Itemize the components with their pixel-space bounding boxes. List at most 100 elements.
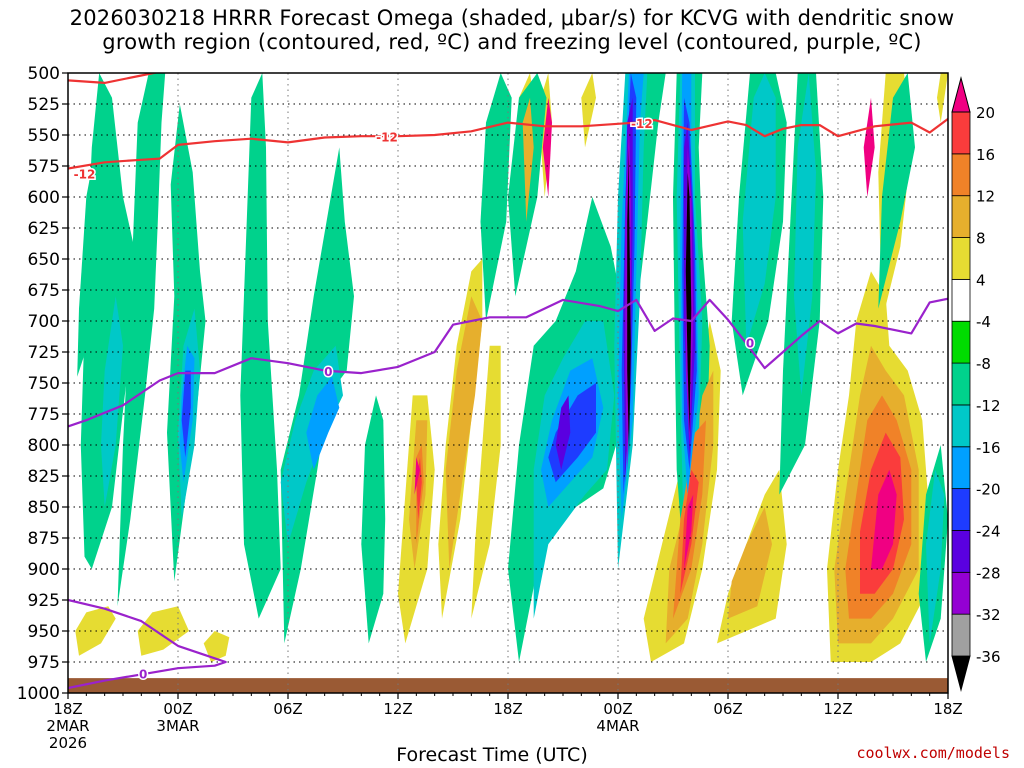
omega-region-30	[445, 296, 483, 569]
chart-title-line-2: growth region (contoured, red, ºC) and f…	[102, 30, 922, 54]
omega-region-36	[101, 296, 123, 507]
colorbar-label-12: -32	[976, 606, 1001, 624]
omega-region-28	[878, 73, 915, 309]
omega-region-43	[794, 73, 816, 396]
omega-region-65	[555, 395, 571, 470]
contour-line-0	[68, 73, 160, 84]
credit-text: coolwx.com/models	[856, 744, 1010, 762]
colorbar-top-arrow	[951, 76, 971, 113]
omega-region-16	[117, 73, 166, 607]
omega-region-13	[937, 73, 948, 123]
omega-shading	[75, 73, 948, 662]
omega-region-20	[361, 395, 386, 644]
omega-region-64	[414, 457, 420, 495]
colorbar-band-9	[951, 278, 971, 322]
y-tick-label-500: 500	[28, 64, 60, 84]
omega-region-5	[471, 345, 501, 619]
x-tick-label-7-0: 12Z	[823, 700, 852, 718]
x-tick-label-5-1: 4MAR	[596, 717, 639, 735]
colorbar-band-8	[951, 320, 971, 364]
colorbar-band-1	[951, 613, 971, 657]
colorbar-label-5: -4	[976, 313, 991, 331]
omega-colorbar: 20 16 12 8 4 -4 -8 -12 -16 -20 -24 -28 -32 -36	[951, 76, 1001, 692]
contour-layer: -12 -12 -12 0 0 0	[68, 73, 948, 690]
x-tick-label-0-1: 2MAR	[46, 717, 89, 735]
colorbar-band-10	[951, 237, 971, 280]
y-tick-label-575: 575	[28, 157, 60, 177]
colorbar-band-5	[951, 446, 971, 490]
y-tick-label-525: 525	[28, 95, 60, 115]
omega-region-18	[240, 73, 281, 619]
x-tick-label-1-1: 3MAR	[156, 717, 199, 735]
colorbar-label-1: 16	[976, 146, 995, 164]
colorbar-label-2: 12	[976, 188, 995, 206]
omega-region-42	[742, 73, 776, 346]
colorbar-band-13	[951, 111, 971, 155]
omega-region-1	[137, 606, 189, 656]
omega-region-35	[522, 97, 534, 222]
colorbar-label-3: 8	[976, 230, 986, 248]
y-tick-label-875: 875	[28, 529, 60, 549]
chart-title: 2026030218 HRRR Forecast Omega (shaded, …	[0, 6, 1024, 54]
grid-lines	[68, 73, 948, 693]
colorbar-band-4	[951, 488, 971, 531]
x-tick-label-0-0: 18Z	[53, 700, 82, 718]
y-tick-label-550: 550	[28, 126, 60, 146]
x-tick-label-4-0: 18Z	[493, 700, 522, 718]
omega-region-8	[581, 73, 596, 148]
colorbar-band-2	[951, 571, 971, 615]
colorbar-band-11	[951, 195, 971, 238]
x-tick-label-8-0: 18Z	[933, 700, 962, 718]
y-tick-label-800: 800	[28, 436, 60, 456]
y-tick-label-850: 850	[28, 498, 60, 518]
omega-region-71	[685, 172, 692, 433]
omega-region-61	[871, 469, 897, 569]
y-tick-label-975: 975	[28, 653, 60, 673]
colorbar-bottom-arrow	[951, 655, 971, 692]
contour-line-3	[68, 598, 227, 690]
pressure-axis: 500 525 550 575 600 625 650 675 700 725 750 775 800 8…	[17, 64, 68, 704]
omega-region-15	[80, 73, 136, 569]
y-tick-label-750: 750	[28, 374, 60, 394]
colorbar-band-12	[951, 153, 971, 197]
contour-label-0: -12	[74, 168, 96, 182]
contour-label-2: -12	[631, 117, 653, 131]
y-tick-label-675: 675	[28, 281, 60, 301]
y-tick-label-1000: 1000	[17, 684, 60, 704]
colorbar-band-7	[951, 362, 971, 406]
colorbar-label-13: -36	[976, 648, 1001, 666]
omega-region-53	[416, 457, 422, 520]
y-tick-label-700: 700	[28, 312, 60, 332]
omega-region-60	[684, 494, 694, 569]
y-tick-label-625: 625	[28, 219, 60, 239]
y-tick-label-600: 600	[28, 188, 60, 208]
omega-region-70	[627, 147, 631, 458]
x-tick-label-3-0: 12Z	[383, 700, 412, 718]
contour-line-2	[68, 297, 948, 428]
colorbar-label-0: 20	[976, 104, 995, 122]
colorbar-label-4: 4	[976, 271, 986, 289]
y-tick-label-725: 725	[28, 343, 60, 363]
omega-region-33	[728, 507, 772, 619]
omega-region-2	[203, 631, 230, 662]
colorbar-band-6	[951, 404, 971, 448]
y-tick-label-650: 650	[28, 250, 60, 270]
colorbar-label-10: -24	[976, 522, 1001, 540]
contour-label-5: 0	[139, 667, 147, 681]
x-tick-label-2-0: 06Z	[273, 700, 302, 718]
x-axis-label-text: Forecast Time (UTC)	[396, 744, 588, 766]
omega-region-56	[181, 370, 191, 458]
x-tick-label-1-0: 00Z	[163, 700, 192, 718]
chart-title-line-1: 2026030218 HRRR Forecast Omega (shaded, …	[69, 6, 955, 30]
y-tick-label-925: 925	[28, 591, 60, 611]
omega-region-63	[863, 97, 875, 197]
contour-line-1	[68, 118, 948, 170]
y-tick-label-825: 825	[28, 467, 60, 487]
y-tick-label-950: 950	[28, 622, 60, 642]
y-tick-label-900: 900	[28, 560, 60, 580]
colorbar-label-11: -28	[976, 564, 1001, 582]
omega-region-62	[542, 97, 552, 197]
x-tick-label-6-0: 06Z	[713, 700, 742, 718]
